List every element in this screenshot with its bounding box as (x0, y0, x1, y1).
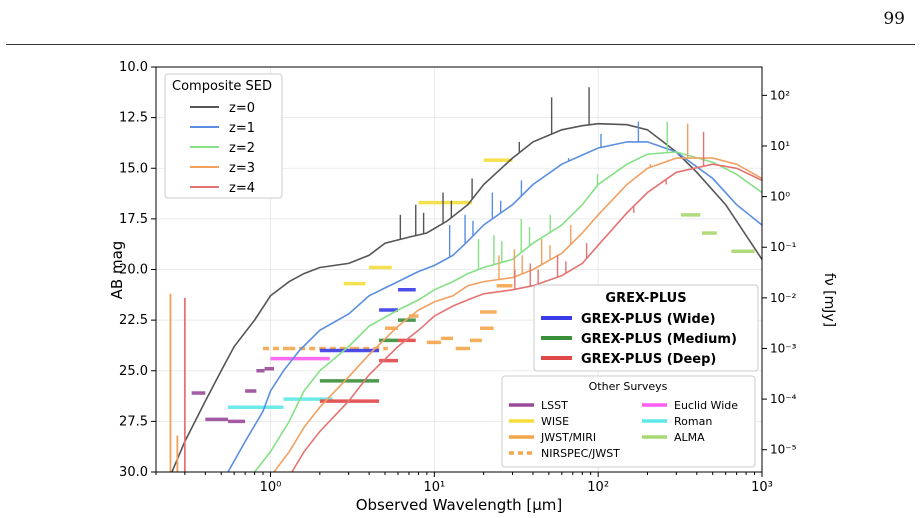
y-tick-label: 25.0 (119, 364, 148, 379)
survey-legend-label: ALMA (674, 431, 705, 444)
survey-legend-label: Roman (674, 415, 712, 428)
grex-legend-entries: GREX-PLUS (Wide) GREX-PLUS (Medium) GREX-P… (541, 312, 737, 367)
x-tick-label: 10³ (751, 480, 773, 495)
sed-legend-label: z=4 (229, 181, 255, 196)
depth-bars (191, 158, 755, 424)
header-rule (6, 44, 915, 45)
y-tick-label: 17.5 (119, 212, 148, 227)
y-tick-label: 12.5 (119, 111, 148, 126)
y-tick-label: 10.0 (119, 60, 148, 75)
sed-line (291, 163, 763, 473)
x-tick-label: 10¹ (423, 480, 445, 495)
sed-line (273, 157, 763, 473)
sed-series (169, 87, 763, 473)
y-tick-label: 20.0 (119, 263, 148, 278)
survey-legend-label: WISE (541, 415, 569, 428)
x-tick-label: 10² (587, 480, 609, 495)
survey-legend-label: Euclid Wide (674, 399, 738, 412)
y2-tick-label: 10¹ (770, 139, 790, 153)
surveys-legend-box (501, 375, 756, 468)
surveys-legend: Other Surveys LSST Euclid Wide WISE Roman JW… (501, 375, 756, 468)
surveys-legend-entries: LSST Euclid Wide WISE Roman JWST/MIRI ALMA NIR… (509, 399, 738, 460)
y2-tick-label: 10⁰ (770, 190, 790, 204)
sed-legend: Composite SED z=0 z=1 z=2 z=3 z=4 (164, 73, 283, 199)
grex-legend-label: GREX-PLUS (Deep) (581, 352, 716, 367)
page-number: 99 (883, 9, 905, 29)
x-axis-label: Observed Wavelength [μm] (356, 496, 563, 514)
y2-tick-label: 10⁻¹ (770, 240, 797, 254)
sed-legend-label: z=0 (229, 101, 255, 116)
y2-tick-label: 10⁻³ (770, 341, 797, 355)
sed-line (171, 122, 763, 473)
survey-legend-label: NIRSPEC/JWST (541, 447, 620, 460)
sed-legend-label: z=3 (229, 161, 255, 176)
surveys-legend-title: Other Surveys (589, 380, 668, 393)
grex-legend-box (533, 284, 759, 372)
y-tick-label: 15.0 (119, 161, 148, 176)
y2-tick-label: 10⁻⁵ (770, 443, 797, 457)
y-tick-label: 27.5 (119, 414, 148, 429)
y2-tick-label: 10² (770, 88, 790, 102)
y-tick-label: 30.0 (119, 465, 148, 480)
axes: 10⁰ 10¹ 10² 10³ 10.0 12.5 15.0 17.5 20.0 22.5 25.0… (119, 60, 797, 495)
sed-legend-label: z=2 (229, 141, 255, 156)
survey-legend-label: JWST/MIRI (540, 431, 596, 444)
sed-legend-entries: z=0 z=1 z=2 z=3 z=4 (190, 101, 255, 196)
x-tick-label: 10⁰ (260, 480, 282, 495)
grex-legend-label: GREX-PLUS (Medium) (581, 332, 737, 347)
grex-legend-title: GREX-PLUS (605, 291, 686, 306)
y2-axis-label: fν [mJy] (821, 273, 837, 327)
y-axis-label: AB mag (108, 241, 126, 300)
sed-line (253, 151, 763, 473)
grex-legend-label: GREX-PLUS (Wide) (581, 312, 716, 327)
sed-legend-label: z=1 (229, 121, 255, 136)
y2-tick-label: 10⁻² (770, 291, 797, 305)
sed-legend-title: Composite SED (172, 79, 272, 94)
sed-line (227, 141, 763, 473)
grex-legend: GREX-PLUS GREX-PLUS (Wide) GREX-PLUS (Med… (533, 284, 759, 372)
y2-tick-label: 10⁻⁴ (770, 392, 797, 406)
y-tick-label: 22.5 (119, 313, 148, 328)
survey-legend-label: LSST (541, 399, 568, 412)
